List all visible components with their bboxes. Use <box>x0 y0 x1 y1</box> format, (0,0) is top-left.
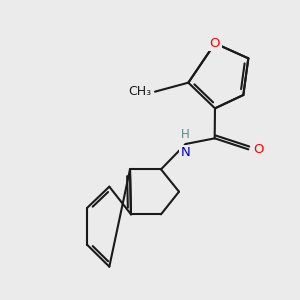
Text: CH₃: CH₃ <box>128 85 151 98</box>
Text: O: O <box>253 143 264 156</box>
Text: O: O <box>210 37 220 50</box>
Text: N: N <box>181 146 190 159</box>
Text: H: H <box>181 128 190 141</box>
